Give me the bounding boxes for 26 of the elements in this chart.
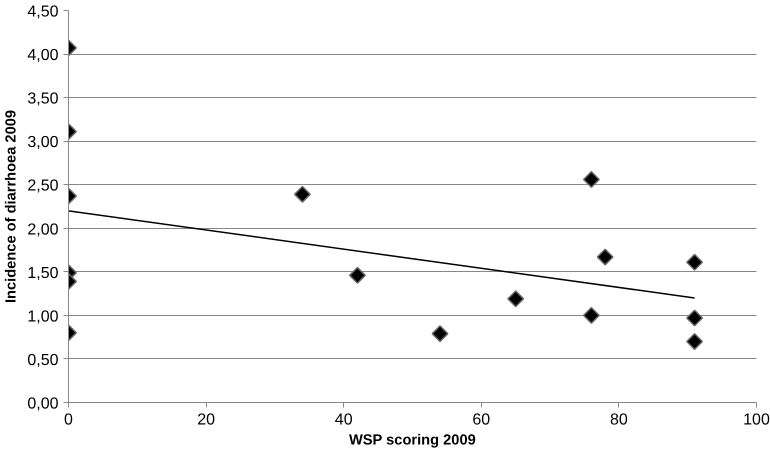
y-tick-label: 1,50: [27, 264, 59, 282]
y-tick-label: 2,50: [27, 178, 59, 195]
point: [686, 332, 704, 350]
y-tick-label: 3,50: [27, 90, 59, 108]
x-tick-label: 60: [472, 412, 490, 428]
x-tick-label: 40: [334, 412, 353, 428]
x-axis-title: WSP scoring 2009: [348, 432, 476, 448]
y-tick-label: 2,00: [27, 221, 59, 238]
y-tick-label: 4,50: [27, 4, 59, 20]
x-tick-label: 0: [64, 412, 74, 428]
x-tick-label: 80: [610, 412, 628, 428]
x-tick-label: 20: [197, 412, 216, 428]
point: [686, 309, 704, 327]
y-tick-label: 3,00: [27, 134, 59, 152]
y-tick-label: 0,50: [27, 352, 59, 369]
point: [507, 290, 524, 308]
point: [686, 254, 704, 271]
point: [582, 170, 600, 188]
point: [431, 325, 449, 342]
point: [596, 248, 614, 266]
y-tick-label: 1,00: [27, 308, 59, 326]
x-tick-label: 100: [743, 412, 770, 428]
point: [582, 306, 600, 324]
y-tick-label: 4,00: [27, 47, 59, 64]
y-tick-label: 0,00: [27, 396, 59, 412]
y-axis-title: Incidence of diarrhoea 2009: [3, 110, 20, 304]
